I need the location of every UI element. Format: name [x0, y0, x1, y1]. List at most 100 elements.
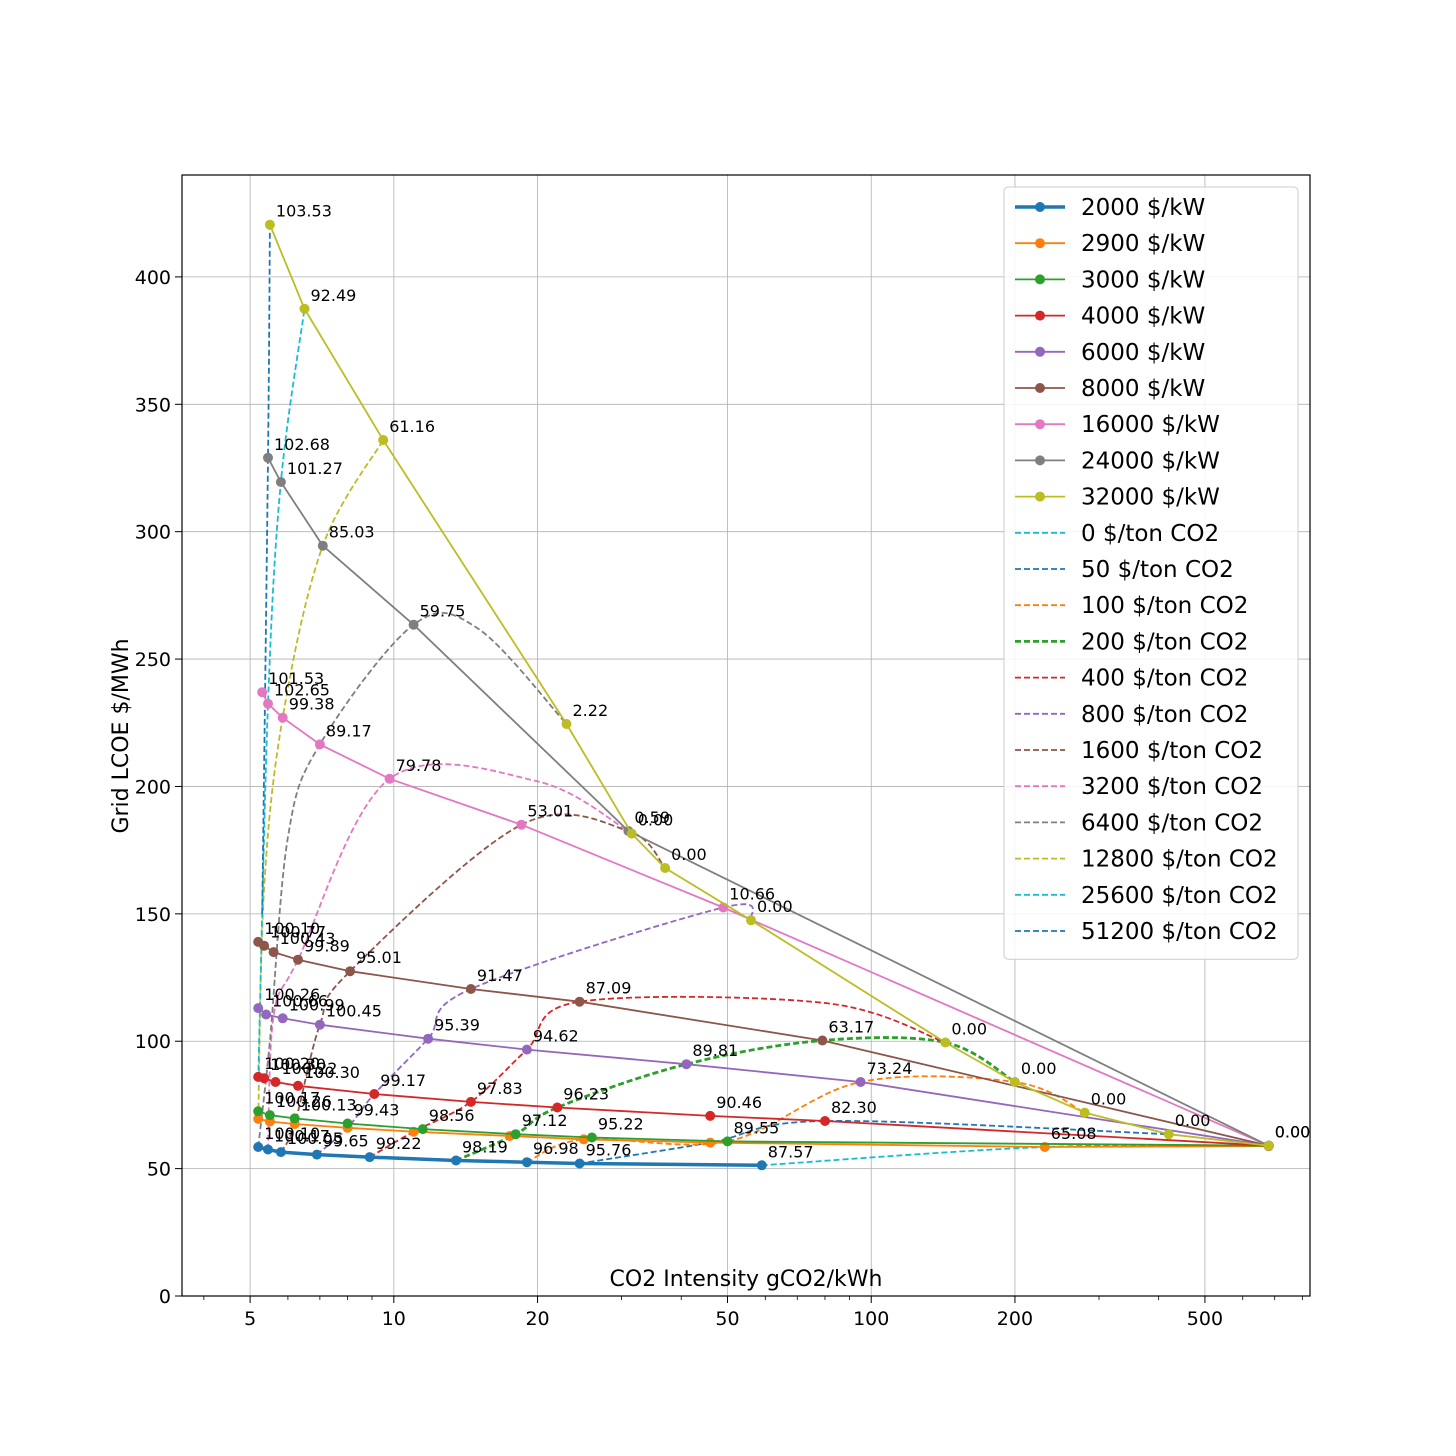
- data-point: [263, 452, 273, 463]
- data-label: 82.30: [831, 1098, 877, 1117]
- data-label: 2.22: [573, 701, 609, 720]
- data-label: 94.62: [533, 1027, 579, 1046]
- series-line: [257, 439, 384, 1118]
- series-layer: [253, 219, 1274, 1171]
- x-tick-label: 200: [997, 1308, 1033, 1330]
- data-label: 0.00: [757, 897, 793, 916]
- series-line: [257, 308, 306, 1080]
- legend-item: 200 $/ton CO2: [1015, 629, 1248, 655]
- data-label: 0.59: [634, 808, 670, 827]
- data-label: 95.39: [434, 1016, 480, 1035]
- data-point: [289, 1113, 300, 1124]
- data-point: [451, 1155, 461, 1166]
- data-label: 98.56: [429, 1106, 475, 1125]
- data-label: 79.78: [396, 756, 442, 775]
- data-point: [660, 863, 671, 873]
- data-label: 99.43: [354, 1101, 400, 1120]
- legend-item: 25600 $/ton CO2: [1015, 883, 1278, 909]
- legend-item: 0 $/ton CO2: [1015, 521, 1219, 547]
- x-tick-label: 20: [525, 1308, 549, 1330]
- data-point: [253, 1142, 264, 1152]
- data-label: 102.65: [274, 681, 330, 700]
- x-tick-label: 500: [1187, 1308, 1223, 1330]
- legend-label: 6000 $/kW: [1081, 340, 1205, 366]
- legend-marker: [1035, 455, 1045, 466]
- legend-item: 100 $/ton CO2: [1015, 593, 1248, 619]
- y-tick-label: 200: [135, 776, 171, 798]
- data-point: [317, 540, 328, 551]
- data-label: 100.20: [264, 1054, 320, 1073]
- data-point: [516, 819, 527, 830]
- legend-label: 24000 $/kW: [1081, 448, 1220, 474]
- data-label: 100.26: [276, 1092, 332, 1111]
- data-label: 100.17: [274, 1127, 330, 1146]
- legend-item: 4000 $/kW: [1015, 304, 1205, 330]
- data-label: 87.57: [768, 1142, 814, 1161]
- data-label: 100.05: [287, 1129, 343, 1148]
- series-12800-ton-co2: [257, 439, 384, 1118]
- data-point: [746, 915, 756, 926]
- legend-label: 12800 $/ton CO2: [1081, 847, 1278, 873]
- y-tick-label: 150: [135, 904, 171, 926]
- data-point: [510, 1129, 521, 1140]
- y-tick-label: 300: [135, 522, 171, 544]
- data-label: 59.75: [420, 602, 466, 621]
- data-label: 99.17: [380, 1071, 426, 1090]
- legend: 2000 $/kW 2900 $/kW 3000 $/kW 4000 $/kW 6000…: [1003, 186, 1299, 960]
- data-point: [1079, 1107, 1090, 1118]
- legend-marker: [1035, 238, 1045, 249]
- legend-marker: [1035, 202, 1045, 212]
- x-axis-label: CO2 Intensity gCO2/kWh: [610, 1267, 883, 1292]
- legend-label: 2900 $/kW: [1081, 231, 1205, 257]
- data-label: 97.83: [477, 1079, 523, 1098]
- data-point: [293, 954, 303, 965]
- data-label: 0.00: [951, 1020, 987, 1039]
- data-label: 100.77: [270, 923, 326, 942]
- series-3200-ton-co2: [267, 763, 633, 1150]
- legend-item: 800 $/ton CO2: [1015, 702, 1248, 728]
- data-label: 96.98: [533, 1139, 579, 1158]
- data-point: [293, 1080, 303, 1091]
- legend-label: 6400 $/ton CO2: [1081, 810, 1263, 836]
- data-label: 85.03: [329, 523, 375, 542]
- data-point: [299, 303, 310, 314]
- data-label: 100.43: [280, 929, 336, 948]
- series-line: [579, 1119, 1169, 1165]
- data-point: [257, 687, 268, 698]
- legend-item: 3200 $/ton CO2: [1015, 774, 1263, 800]
- plot-frame: [181, 174, 1311, 1297]
- data-label: 100.26: [264, 985, 320, 1004]
- data-point: [408, 619, 419, 630]
- data-label: 0.00: [1021, 1059, 1057, 1078]
- legend-item: 50 $/ton CO2: [1015, 557, 1234, 583]
- data-label: 0.00: [1275, 1123, 1311, 1142]
- data-point: [1263, 1140, 1274, 1151]
- data-point: [253, 1106, 264, 1117]
- series-line: [258, 1118, 1269, 1148]
- legend-marker: [1035, 491, 1045, 502]
- legend-box: [1003, 186, 1299, 960]
- data-point: [311, 1149, 322, 1160]
- data-label: 96.23: [563, 1085, 609, 1104]
- data-point: [561, 719, 572, 729]
- y-tick-label: 400: [135, 267, 171, 289]
- data-point: [722, 1136, 733, 1147]
- data-label: 98.19: [462, 1138, 508, 1157]
- data-point: [1009, 1077, 1020, 1087]
- series-50-ton-co2: [579, 1119, 1169, 1165]
- legend-label: 16000 $/kW: [1081, 412, 1220, 438]
- data-point: [940, 1037, 951, 1048]
- data-point: [417, 1124, 428, 1135]
- legend-label: 400 $/ton CO2: [1081, 666, 1248, 692]
- legend-item: 3000 $/kW: [1015, 267, 1205, 293]
- data-point: [574, 996, 585, 1007]
- data-point: [423, 1033, 434, 1044]
- series-400-ton-co2: [369, 995, 946, 1158]
- data-label: 0.00: [1091, 1090, 1127, 1109]
- legend-item: 8000 $/kW: [1015, 376, 1205, 402]
- data-point: [378, 435, 389, 445]
- y-tick-label: 0: [159, 1286, 171, 1308]
- data-label: 100.30: [304, 1063, 360, 1082]
- legend-marker: [1035, 346, 1045, 357]
- legend-label: 2000 $/kW: [1081, 195, 1205, 221]
